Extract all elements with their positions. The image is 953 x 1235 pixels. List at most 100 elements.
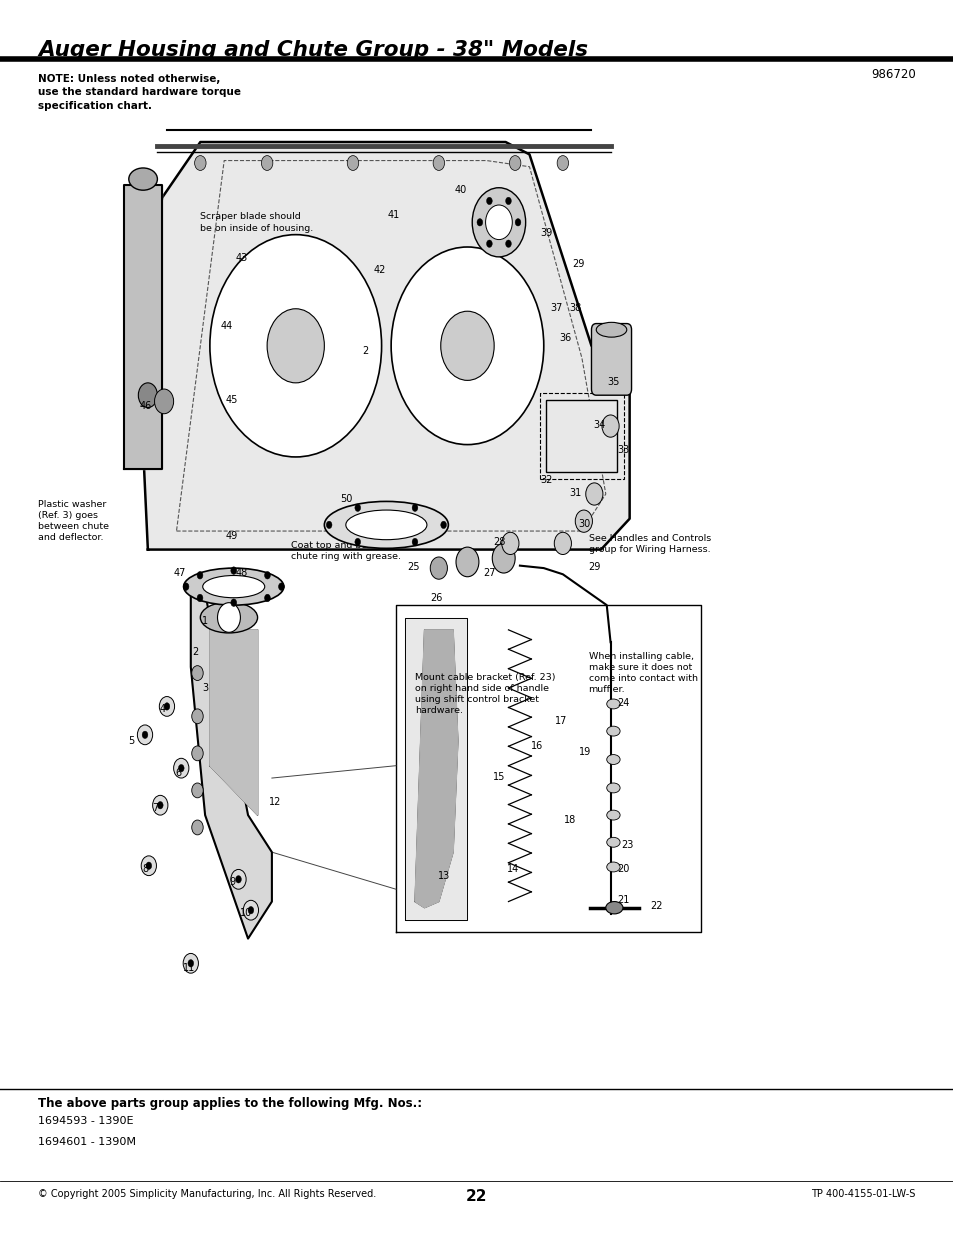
Polygon shape: [405, 618, 467, 920]
Text: 35: 35: [607, 377, 618, 387]
Text: 31: 31: [569, 488, 580, 498]
Circle shape: [515, 219, 520, 226]
Circle shape: [183, 583, 189, 590]
Circle shape: [476, 219, 482, 226]
Text: 28: 28: [493, 537, 504, 547]
Text: 14: 14: [507, 864, 518, 874]
Text: NOTE: Unless noted otherwise,
use the standard hardware torque
specification cha: NOTE: Unless noted otherwise, use the st…: [38, 74, 241, 110]
Circle shape: [267, 309, 324, 383]
Ellipse shape: [345, 510, 427, 540]
Circle shape: [141, 856, 156, 876]
Circle shape: [138, 383, 157, 408]
Circle shape: [355, 504, 360, 511]
Circle shape: [440, 311, 494, 380]
Circle shape: [433, 156, 444, 170]
Text: 22: 22: [649, 902, 662, 911]
Polygon shape: [191, 580, 272, 939]
Text: © Copyright 2005 Simplicity Manufacturing, Inc. All Rights Reserved.: © Copyright 2005 Simplicity Manufacturin…: [38, 1189, 376, 1199]
Text: 18: 18: [564, 815, 576, 825]
Ellipse shape: [596, 322, 626, 337]
Circle shape: [173, 758, 189, 778]
Text: 2: 2: [193, 647, 198, 657]
Circle shape: [554, 532, 571, 555]
Circle shape: [197, 572, 203, 579]
Circle shape: [192, 783, 203, 798]
Text: 47: 47: [173, 568, 185, 578]
Circle shape: [192, 709, 203, 724]
Text: 6: 6: [175, 768, 181, 778]
Circle shape: [412, 504, 417, 511]
Circle shape: [192, 666, 203, 680]
Circle shape: [412, 538, 417, 546]
Ellipse shape: [200, 603, 257, 632]
Circle shape: [456, 547, 478, 577]
Circle shape: [557, 156, 568, 170]
FancyBboxPatch shape: [591, 324, 631, 395]
Text: The above parts group applies to the following Mfg. Nos.:: The above parts group applies to the fol…: [38, 1097, 422, 1110]
Text: 1694601 - 1390M: 1694601 - 1390M: [38, 1137, 136, 1147]
Text: 23: 23: [621, 840, 633, 850]
Text: 44: 44: [221, 321, 233, 331]
Circle shape: [164, 703, 170, 710]
Text: 27: 27: [482, 568, 496, 578]
Text: 13: 13: [438, 871, 450, 881]
Text: 33: 33: [617, 445, 628, 454]
Text: 26: 26: [431, 593, 442, 603]
Circle shape: [391, 247, 543, 445]
Circle shape: [501, 532, 518, 555]
Circle shape: [485, 205, 512, 240]
Circle shape: [472, 188, 525, 257]
Circle shape: [231, 869, 246, 889]
Text: 19: 19: [578, 747, 590, 757]
Ellipse shape: [324, 501, 448, 548]
Circle shape: [146, 862, 152, 869]
Circle shape: [188, 960, 193, 967]
Circle shape: [154, 389, 173, 414]
Circle shape: [355, 538, 360, 546]
Text: 43: 43: [235, 253, 247, 263]
Circle shape: [243, 900, 258, 920]
Text: 25: 25: [406, 562, 419, 572]
Text: 2: 2: [362, 346, 368, 356]
Circle shape: [261, 156, 273, 170]
Text: 17: 17: [555, 716, 566, 726]
Text: 9: 9: [230, 877, 235, 887]
Ellipse shape: [606, 755, 619, 764]
Circle shape: [210, 235, 381, 457]
Text: TP 400-4155-01-LW-S: TP 400-4155-01-LW-S: [811, 1189, 915, 1199]
Text: 11: 11: [183, 963, 194, 973]
Circle shape: [440, 521, 446, 529]
Circle shape: [486, 240, 492, 247]
Circle shape: [601, 415, 618, 437]
Text: 36: 36: [559, 333, 571, 343]
Text: Auger Housing and Chute Group - 38" Models: Auger Housing and Chute Group - 38" Mode…: [38, 40, 588, 59]
Circle shape: [235, 876, 241, 883]
Text: 29: 29: [572, 259, 583, 269]
Text: 5: 5: [129, 736, 134, 746]
Text: 7: 7: [152, 803, 158, 813]
Text: 24: 24: [617, 698, 628, 708]
Ellipse shape: [606, 862, 619, 872]
Circle shape: [575, 510, 592, 532]
Text: 30: 30: [578, 519, 590, 529]
Text: Coat top and bottom of
chute ring with grease.: Coat top and bottom of chute ring with g…: [291, 541, 401, 561]
Circle shape: [142, 731, 148, 739]
Text: When installing cable,
make sure it does not
come into contact with
muffler.: When installing cable, make sure it does…: [588, 652, 697, 694]
Text: 10: 10: [240, 908, 252, 918]
Text: 39: 39: [540, 228, 552, 238]
Circle shape: [486, 198, 492, 205]
Circle shape: [599, 366, 617, 388]
Circle shape: [197, 594, 203, 601]
Circle shape: [178, 764, 184, 772]
Polygon shape: [415, 630, 457, 908]
Text: 3: 3: [202, 683, 208, 693]
Text: 1: 1: [202, 616, 208, 626]
Text: 29: 29: [588, 562, 599, 572]
Circle shape: [217, 603, 240, 632]
Circle shape: [194, 156, 206, 170]
Text: 1694593 - 1390E: 1694593 - 1390E: [38, 1116, 133, 1126]
Text: 46: 46: [140, 401, 152, 411]
Circle shape: [264, 572, 270, 579]
Circle shape: [278, 583, 284, 590]
Ellipse shape: [129, 168, 157, 190]
